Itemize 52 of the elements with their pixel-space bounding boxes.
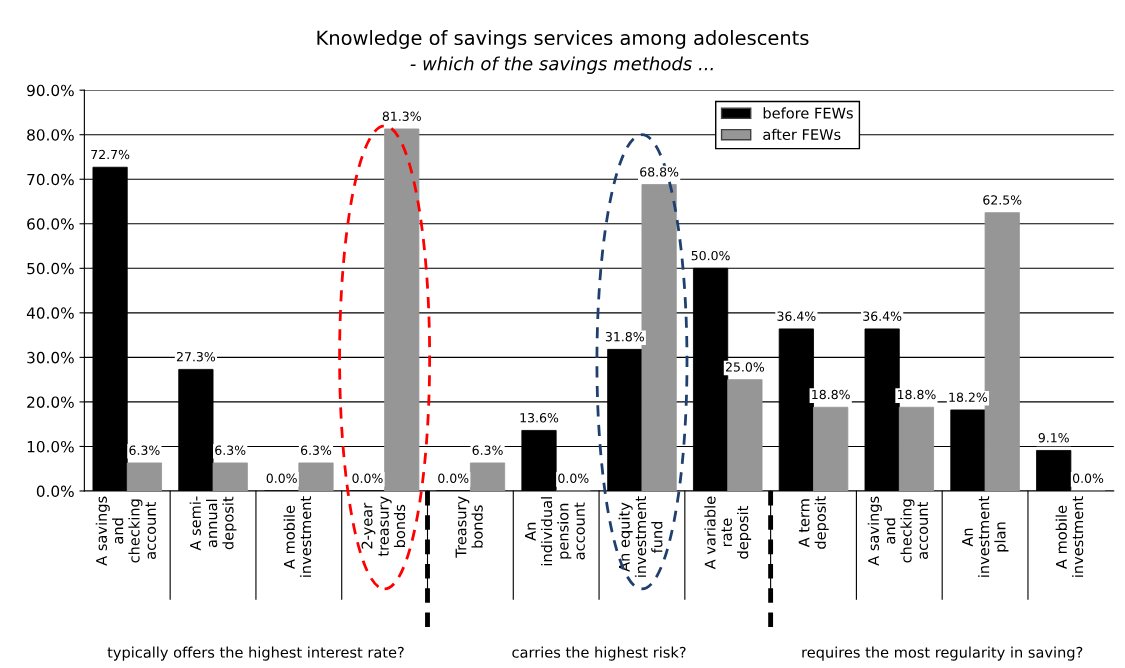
data-label: 72.7% (91, 149, 130, 160)
y-tick-label: 0.0% (36, 485, 74, 497)
legend-label: after FEWs (763, 128, 841, 141)
data-label: 0.0% (1072, 473, 1104, 483)
data-label: 36.4% (863, 311, 902, 321)
data-label: 0.0% (266, 473, 297, 483)
legend-label: before FEWs (763, 107, 853, 119)
text: requires the most regularity in saving? (802, 646, 1083, 661)
data-label: 62.5% (983, 195, 1022, 205)
data-label: 6.3% (215, 445, 246, 455)
data-label: 6.3% (129, 445, 160, 455)
data-label: 0.0% (352, 473, 383, 483)
y-tick-label: 90.0% (27, 84, 74, 97)
data-label: 6.3% (472, 445, 503, 455)
chart-title: Knowledge of savings services among adolescents (317, 30, 809, 49)
data-label: 18.8% (812, 389, 850, 400)
text: carries the highest risk? (512, 646, 686, 661)
x-tick-label: 2-year treasury bonds (361, 496, 406, 557)
x-tick-label: An individual pension account (525, 497, 585, 566)
data-label: 68.8% (640, 167, 679, 177)
data-label: 13.6% (520, 412, 559, 423)
chart-subtitle: - which of the savings methods ... (410, 56, 713, 74)
data-label: 27.3% (176, 351, 216, 362)
data-label: 18.8% (897, 389, 936, 400)
y-tick-label: 20.0% (27, 396, 74, 408)
y-tick-label: 80.0% (27, 129, 74, 141)
data-label: 81.3% (382, 111, 421, 121)
x-tick-label: A mobile investment (1055, 496, 1084, 577)
y-tick-label: 10.0% (27, 440, 74, 453)
y-tick-label: 30.0% (27, 351, 74, 364)
data-label: 50.0% (691, 250, 730, 261)
x-tick-label: An investment plan (962, 496, 1009, 577)
data-label: 9.1% (1038, 433, 1069, 443)
x-tick-label: A mobile investment (283, 496, 312, 577)
x-tick-label: A semi- annual deposit (189, 496, 237, 551)
x-tick-label: A savings and checking account (95, 496, 156, 566)
x-tick-label: A term deposit (798, 496, 829, 549)
data-label: 18.2% (949, 392, 988, 402)
x-tick-label: A savings and checking account (867, 496, 929, 566)
y-tick-label: 70.0% (27, 173, 74, 186)
x-tick-label: A variable rate deposit (704, 496, 752, 570)
text: typically offers the highest interest rate? (107, 646, 404, 661)
data-label: 36.4% (777, 311, 816, 321)
data-label: 0.0% (438, 473, 469, 483)
data-label: 0.0% (558, 473, 589, 483)
data-label: 25.0% (725, 362, 765, 372)
y-tick-label: 60.0% (27, 218, 74, 230)
data-label: 31.8% (605, 331, 644, 342)
y-tick-label: 40.0% (26, 307, 74, 319)
data-label: 6.3% (300, 445, 332, 455)
y-tick-label: 50.0% (27, 262, 74, 275)
x-tick-label: Treasury bonds (455, 496, 483, 558)
